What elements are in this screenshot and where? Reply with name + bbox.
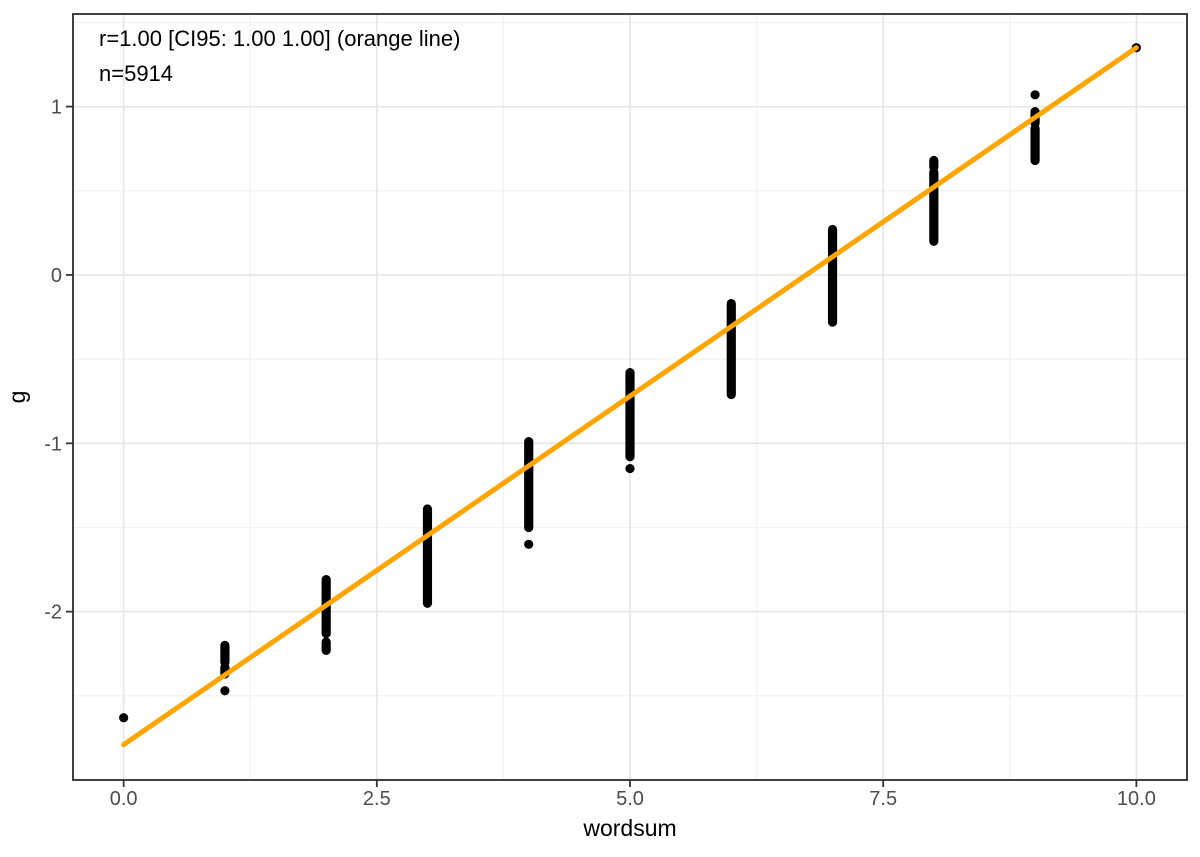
data-strip bbox=[827, 224, 838, 327]
data-strip bbox=[1030, 123, 1040, 166]
y-axis-title: g bbox=[4, 391, 30, 404]
plot-layer bbox=[66, 13, 1188, 787]
x-tick-label: 0.0 bbox=[110, 788, 138, 810]
y-tick-label: 0 bbox=[51, 265, 62, 287]
data-strip bbox=[726, 298, 736, 400]
data-strip bbox=[422, 504, 433, 608]
data-point bbox=[220, 686, 230, 696]
data-strip bbox=[929, 155, 939, 172]
data-point bbox=[119, 713, 129, 723]
label-layer: r=1.00 [CI95: 1.00 1.00] (orange line) n… bbox=[4, 26, 1156, 841]
data-strip bbox=[929, 167, 939, 246]
x-tick-label: 10.0 bbox=[1117, 788, 1156, 810]
y-tick-label: -1 bbox=[44, 433, 62, 455]
x-tick-label: 2.5 bbox=[363, 788, 391, 810]
data-point bbox=[1030, 90, 1040, 100]
x-axis-title: wordsum bbox=[582, 815, 676, 841]
data-point bbox=[524, 539, 534, 549]
y-tick-label: -2 bbox=[44, 602, 62, 624]
x-tick-label: 5.0 bbox=[616, 788, 644, 810]
annotation-correlation: r=1.00 [CI95: 1.00 1.00] (orange line) bbox=[99, 26, 460, 51]
x-tick-label: 7.5 bbox=[869, 788, 897, 810]
y-tick-label: 1 bbox=[51, 97, 62, 119]
data-strip bbox=[625, 367, 635, 462]
data-strip bbox=[524, 437, 534, 533]
annotation-sample-size: n=5914 bbox=[99, 61, 173, 86]
data-point bbox=[625, 463, 635, 474]
regression-line bbox=[121, 45, 1139, 748]
data-strip bbox=[321, 637, 331, 655]
data-strip bbox=[220, 640, 230, 667]
